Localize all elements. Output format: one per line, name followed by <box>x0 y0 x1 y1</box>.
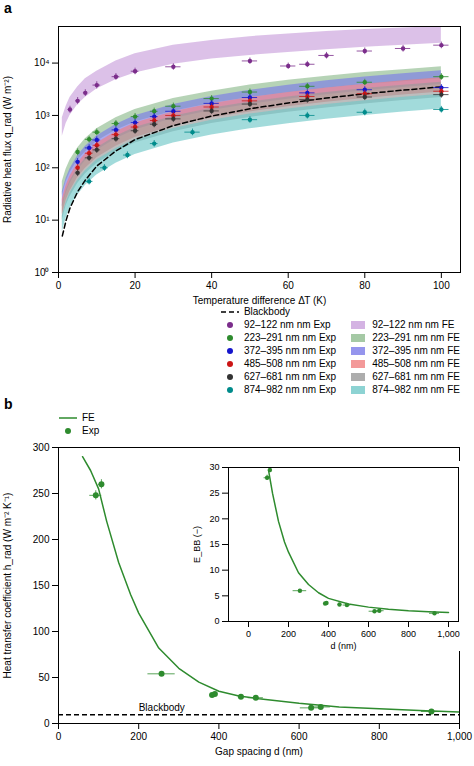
html-text:92–122 nm nm Exp: 92–122 nm nm Exp <box>243 319 331 330</box>
svg-text:50: 50 <box>38 672 50 683</box>
svg-text:0: 0 <box>56 731 62 742</box>
svg-text:400: 400 <box>321 629 336 639</box>
svg-text:0: 0 <box>214 616 219 626</box>
html-text:Exp: Exp <box>82 425 100 436</box>
html-text:485–508 nm nm Exp: 485–508 nm nm Exp <box>243 358 337 369</box>
html-text:223–291 nm nm Exp: 223–291 nm nm Exp <box>243 332 337 343</box>
svg-text:40: 40 <box>206 280 218 291</box>
svg-text:600: 600 <box>361 629 376 639</box>
svg-text:E_BB (−): E_BB (−) <box>192 526 202 563</box>
svg-text:800: 800 <box>401 629 416 639</box>
svg-text:20: 20 <box>209 514 219 524</box>
html-text:874–982 nm nm FE: 874–982 nm nm FE <box>372 384 460 395</box>
svg-text:0: 0 <box>44 718 50 729</box>
svg-text:100: 100 <box>433 280 450 291</box>
svg-text:10³: 10³ <box>35 110 50 121</box>
svg-text:80: 80 <box>359 280 371 291</box>
svg-text:20: 20 <box>130 280 142 291</box>
svg-text:600: 600 <box>291 731 308 742</box>
html-text:874–982 nm nm Exp: 874–982 nm nm Exp <box>243 384 337 395</box>
svg-text:300: 300 <box>33 442 50 453</box>
svg-text:25: 25 <box>209 488 219 498</box>
html-text:a: a <box>4 0 12 16</box>
svg-text:10⁴: 10⁴ <box>34 57 49 68</box>
svg-text:Gap spacing d (nm): Gap spacing d (nm) <box>215 746 303 757</box>
svg-text:800: 800 <box>371 731 388 742</box>
svg-text:1,000: 1,000 <box>447 731 472 742</box>
html-text:Blackbody: Blackbody <box>243 306 290 317</box>
svg-text:60: 60 <box>283 280 295 291</box>
svg-text:250: 250 <box>33 488 50 499</box>
svg-text:5: 5 <box>214 591 219 601</box>
svg-text:0: 0 <box>246 629 251 639</box>
svg-text:10²: 10² <box>35 162 50 173</box>
html-text:627–681 nm nm FE: 627–681 nm nm FE <box>372 371 460 382</box>
svg-text:Heat transfer coefficient h_ra: Heat transfer coefficient h_rad (W m⁻² K… <box>2 493 13 679</box>
svg-text:200: 200 <box>130 731 147 742</box>
html-text:92–122 nm nm FE: 92–122 nm nm FE <box>372 319 455 330</box>
svg-text:15: 15 <box>209 539 219 549</box>
svg-text:1,000: 1,000 <box>437 629 460 639</box>
svg-text:10¹: 10¹ <box>35 214 50 225</box>
html-text:FE: FE <box>82 412 95 423</box>
svg-text:d (nm): d (nm) <box>330 641 356 651</box>
svg-text:Radiative heat flux q_rad (W m: Radiative heat flux q_rad (W m⁻²) <box>2 76 13 223</box>
svg-text:Temperature difference ΔΤ (K): Temperature difference ΔΤ (K) <box>193 295 327 306</box>
html-text:b: b <box>4 396 13 412</box>
svg-text:0: 0 <box>56 280 62 291</box>
html-text:372–395 nm nm Exp: 372–395 nm nm Exp <box>243 345 337 356</box>
svg-text:10⁰: 10⁰ <box>34 267 49 278</box>
html-text:627–681 nm nm Exp: 627–681 nm nm Exp <box>243 371 337 382</box>
svg-text:Blackbody: Blackbody <box>139 702 185 713</box>
svg-text:100: 100 <box>33 626 50 637</box>
svg-text:200: 200 <box>281 629 296 639</box>
html-text:485–508 nm nm FE: 485–508 nm nm FE <box>372 358 460 369</box>
html-text:372–395 nm nm FE: 372–395 nm nm FE <box>372 345 460 356</box>
svg-text:30: 30 <box>209 462 219 472</box>
svg-text:10: 10 <box>209 565 219 575</box>
svg-text:200: 200 <box>33 534 50 545</box>
svg-text:400: 400 <box>211 731 228 742</box>
html-text:223–291 nm nm FE: 223–291 nm nm FE <box>372 332 460 343</box>
svg-text:150: 150 <box>33 580 50 591</box>
